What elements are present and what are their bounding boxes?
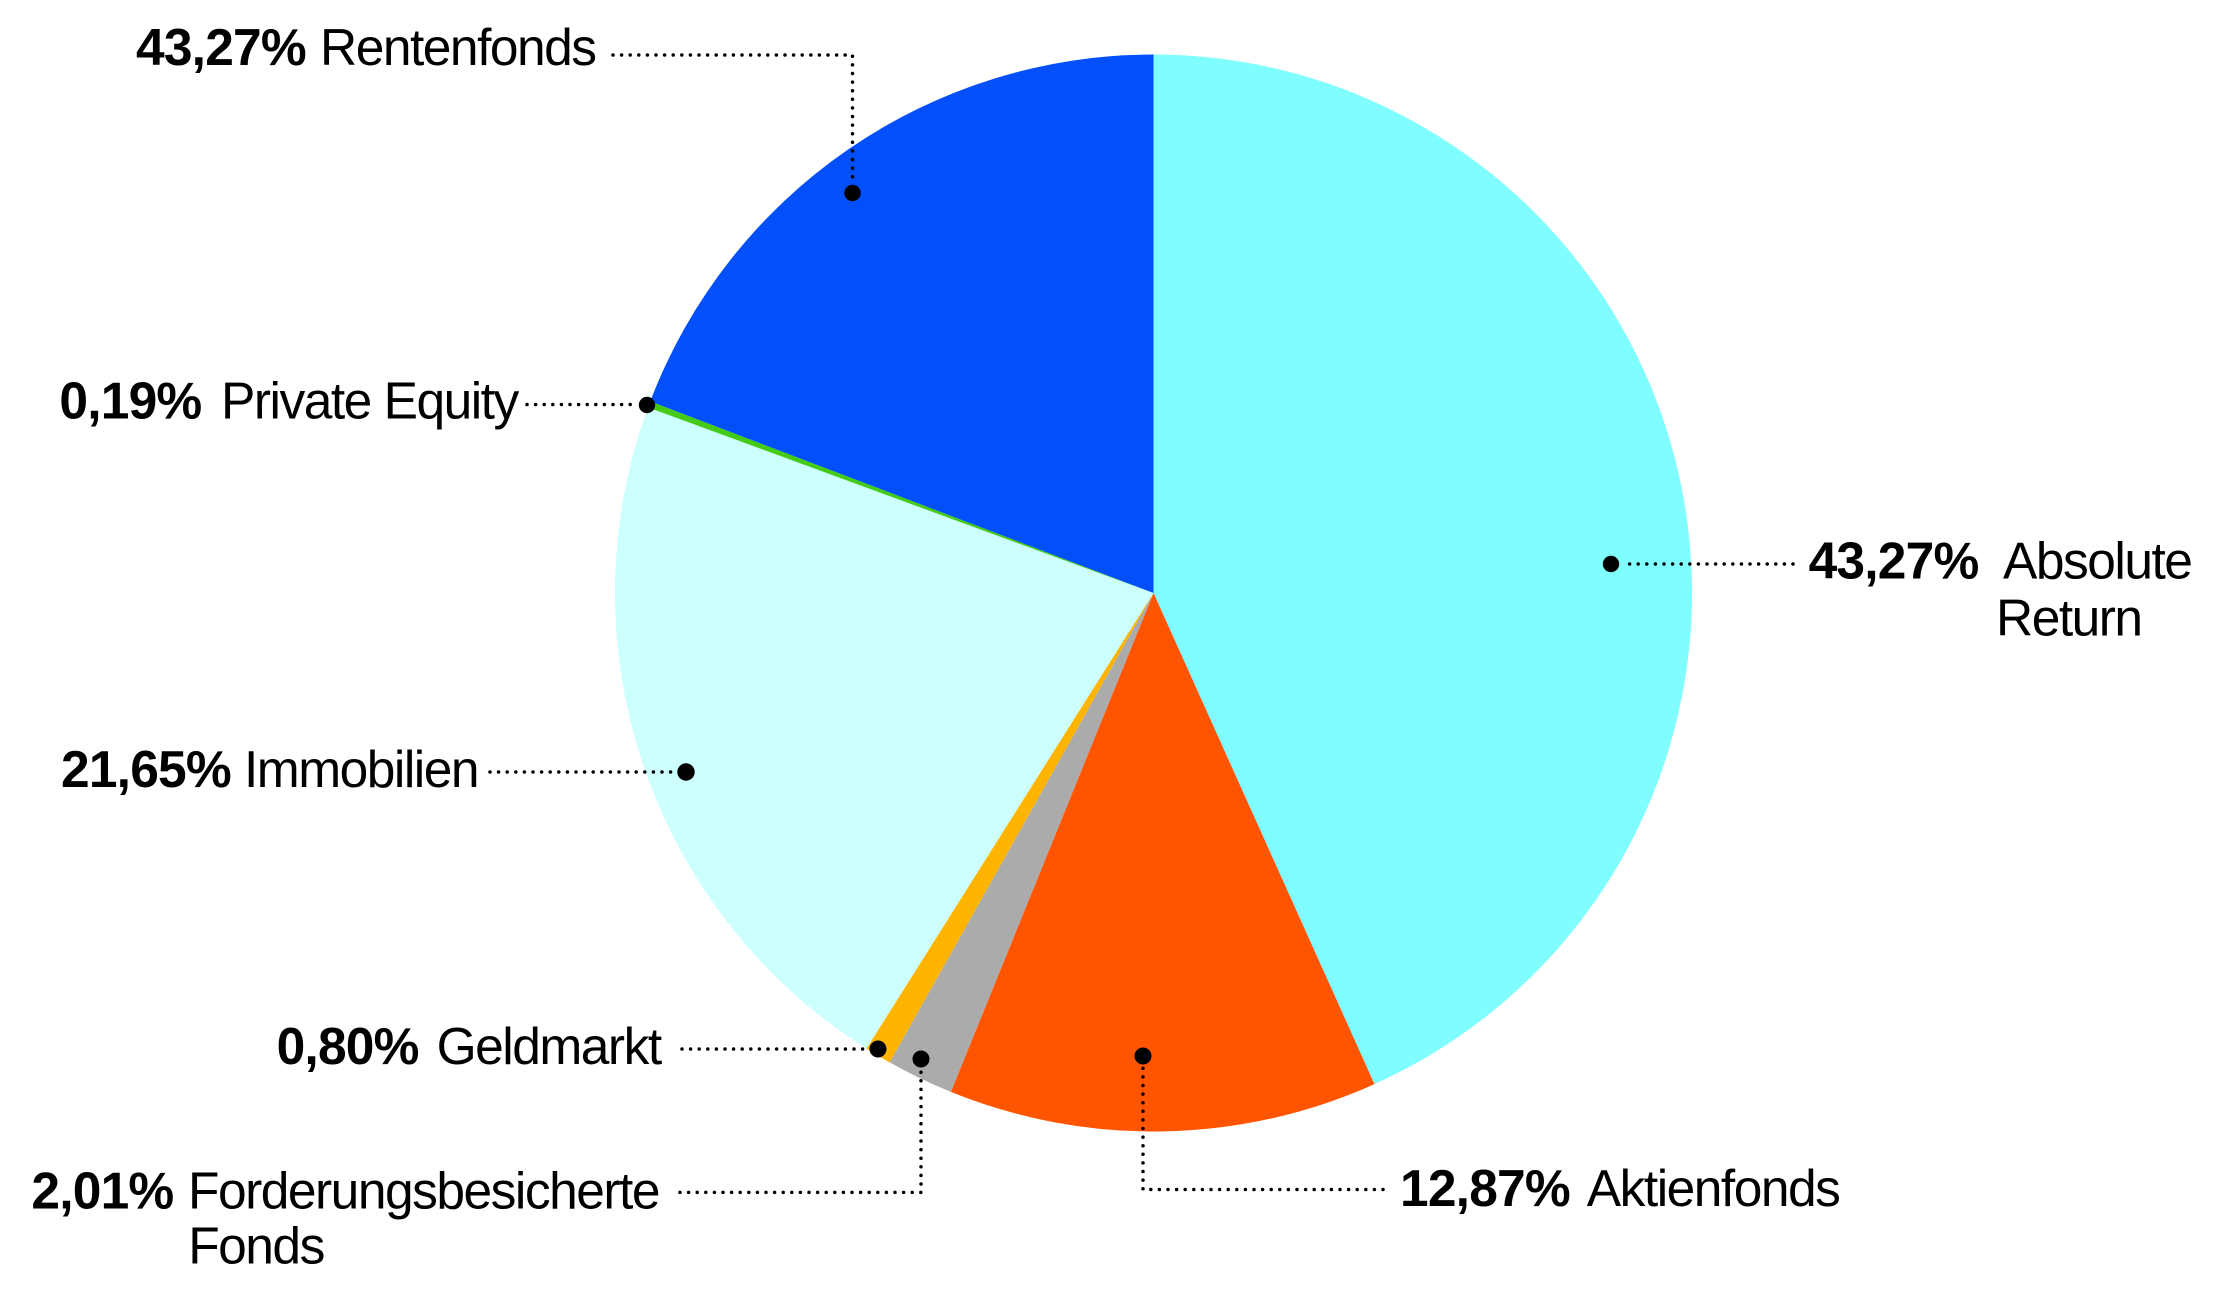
svg-text:Rentenfonds: Rentenfonds: [320, 18, 596, 76]
svg-text:0,19%: 0,19%: [59, 372, 201, 430]
svg-text:Fonds: Fonds: [188, 1217, 324, 1275]
svg-text:Absolute: Absolute: [2003, 532, 2191, 590]
svg-text:Aktienfonds: Aktienfonds: [1587, 1159, 1840, 1217]
svg-text:Forderungsbesicherte: Forderungsbesicherte: [188, 1162, 659, 1220]
svg-text:Return: Return: [1996, 588, 2142, 646]
svg-text:43,27%: 43,27%: [136, 18, 306, 76]
svg-text:43,27%: 43,27%: [1809, 532, 1979, 590]
svg-text:2,01%: 2,01%: [31, 1162, 173, 1220]
svg-text:Geldmarkt: Geldmarkt: [437, 1017, 662, 1075]
svg-text:21,65%: 21,65%: [61, 740, 231, 798]
svg-text:Immobilien: Immobilien: [244, 740, 478, 798]
svg-text:12,87%: 12,87%: [1400, 1159, 1570, 1217]
svg-text:Private Equity: Private Equity: [221, 372, 519, 430]
svg-text:0,80%: 0,80%: [277, 1017, 419, 1075]
